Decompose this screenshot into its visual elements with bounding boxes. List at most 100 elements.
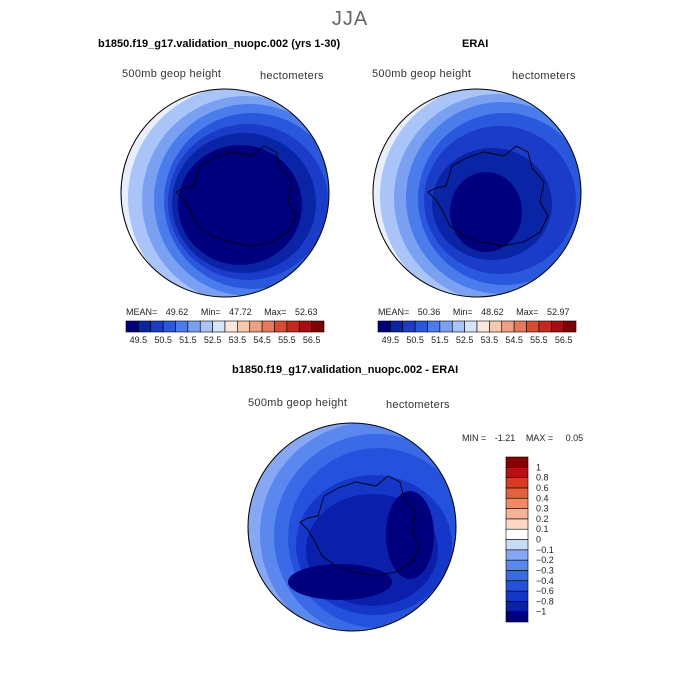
min-label: MIN = bbox=[462, 433, 487, 443]
colorbar-swatch bbox=[212, 320, 226, 333]
colorbar-swatch bbox=[224, 320, 238, 333]
colorbar-swatch bbox=[505, 497, 529, 509]
max-value: 52.97 bbox=[546, 307, 570, 317]
max-label: MAX = bbox=[525, 433, 554, 443]
map-model-border bbox=[120, 88, 330, 298]
colorbar-swatch bbox=[476, 320, 490, 333]
min-label: Min= bbox=[452, 307, 473, 317]
panel-1-title: b1850.f19_g17.validation_nuopc.002 (yrs … bbox=[98, 38, 341, 50]
max-label: Max= bbox=[264, 307, 287, 317]
colorbar-swatch bbox=[505, 528, 529, 540]
map-difference-border bbox=[247, 422, 457, 632]
colorbar-tick-label: 49.5 bbox=[130, 335, 148, 345]
panel-3-stats: MIN = -1.21 MAX = 0.05 bbox=[462, 433, 583, 443]
mean-label: MEAN= bbox=[378, 307, 410, 317]
panel-3-units-label: hectometers bbox=[386, 399, 450, 411]
colorbar-swatch bbox=[402, 320, 416, 333]
colorbar-swatch bbox=[464, 320, 478, 333]
colorbar-swatch bbox=[237, 320, 251, 333]
colorbar-tick-label: 54.5 bbox=[253, 335, 271, 345]
map-difference-polar bbox=[248, 423, 456, 631]
colorbar-swatch bbox=[261, 320, 275, 333]
colorbar-swatch bbox=[526, 320, 540, 333]
colorbar-swatch bbox=[274, 320, 288, 333]
colorbar-tick-label: 1 bbox=[536, 462, 541, 472]
colorbar-tick-label: −0.2 bbox=[536, 555, 554, 565]
panel-1-stats: MEAN= 49.62 Min= 47.72 Max= 52.63 bbox=[126, 307, 317, 317]
colorbar-tick-label: 51.5 bbox=[179, 335, 197, 345]
colorbar-swatch bbox=[505, 549, 529, 561]
colorbar-swatch bbox=[286, 320, 300, 333]
colorbar-tick-label: 0.1 bbox=[536, 524, 549, 534]
colorbar-swatch bbox=[199, 320, 213, 333]
panel-2-variable-label: 500mb geop height bbox=[372, 68, 472, 80]
colorbar-swatch bbox=[150, 320, 164, 333]
colorbar-tick-label: 0.3 bbox=[536, 504, 549, 514]
colorbar-swatch bbox=[311, 320, 325, 333]
colorbar-tick-label: 54.5 bbox=[505, 335, 523, 345]
colorbar-tick-label: 52.5 bbox=[456, 335, 474, 345]
colorbar-swatch bbox=[489, 320, 503, 333]
min-value: 47.72 bbox=[229, 307, 252, 317]
colorbar-swatch bbox=[505, 467, 529, 478]
colorbar-swatch bbox=[505, 559, 529, 571]
colorbar-swatch bbox=[162, 320, 176, 333]
colorbar-swatch bbox=[249, 320, 263, 333]
colorbar-swatch bbox=[505, 580, 529, 592]
colorbar-swatch bbox=[563, 320, 577, 333]
max-value: 0.05 bbox=[565, 433, 584, 443]
max-label: Max= bbox=[516, 307, 539, 317]
colorbar-swatch bbox=[513, 320, 527, 333]
colorbar-swatch bbox=[505, 539, 529, 551]
min-value: -1.21 bbox=[494, 433, 516, 443]
colorbar-swatch bbox=[125, 320, 139, 333]
colorbar-swatch bbox=[505, 487, 529, 499]
colorbar-swatch bbox=[390, 320, 404, 333]
colorbar-swatch bbox=[451, 320, 465, 333]
max-value: 52.63 bbox=[294, 307, 318, 317]
season-title: JJA bbox=[331, 8, 369, 30]
colorbar-tick-label: 50.5 bbox=[406, 335, 424, 345]
colorbar-swatch bbox=[505, 590, 529, 602]
colorbar-swatch bbox=[377, 320, 391, 333]
colorbar-swatch bbox=[501, 320, 515, 333]
colorbar-swatch bbox=[505, 611, 529, 623]
mean-value: 49.62 bbox=[165, 307, 189, 317]
colorbar-swatch bbox=[505, 570, 529, 582]
colorbar-swatch bbox=[187, 320, 201, 333]
colorbar-tick-label: −1 bbox=[536, 607, 546, 617]
panel-2-title: ERAI bbox=[462, 38, 489, 50]
colorbar-swatch bbox=[505, 601, 529, 612]
panel-1-units-label: hectometers bbox=[260, 70, 324, 82]
colorbar-swatch bbox=[505, 477, 529, 489]
colorbar-tick-label: 52.5 bbox=[204, 335, 222, 345]
colorbar-difference: 10.80.60.40.30.20.10−0.1−0.2−0.3−0.4−0.6… bbox=[505, 456, 554, 623]
min-value: 48.62 bbox=[481, 307, 504, 317]
colorbar-erai: 49.5 50.5 51.5 52.5 53.5 54.5 55.5 56.5 bbox=[377, 320, 577, 345]
colorbar-swatch bbox=[175, 320, 189, 333]
colorbar-swatch bbox=[505, 508, 529, 520]
mean-value: 50.36 bbox=[417, 307, 441, 317]
colorbar-tick-label: 0.6 bbox=[536, 483, 549, 493]
colorbar-tick-label: −0.3 bbox=[536, 565, 554, 575]
colorbar-tick-label: −0.6 bbox=[536, 586, 554, 596]
colorbar-tick-label: 56.5 bbox=[555, 335, 573, 345]
colorbar-swatch bbox=[550, 320, 564, 333]
map-erai-polar bbox=[373, 89, 581, 297]
panel-2-units-label: hectometers bbox=[512, 70, 576, 82]
colorbar-tick-label: 0.8 bbox=[536, 473, 549, 483]
colorbar-tick-label: −0.4 bbox=[536, 576, 554, 586]
colorbar-swatch bbox=[414, 320, 428, 333]
colorbar-swatch bbox=[427, 320, 441, 333]
colorbar-tick-label: 55.5 bbox=[278, 335, 296, 345]
panel-1-variable-label: 500mb geop height bbox=[122, 68, 222, 80]
colorbar-tick-label: 55.5 bbox=[530, 335, 548, 345]
mean-label: MEAN= bbox=[126, 307, 158, 317]
colorbar-tick-label: 50.5 bbox=[154, 335, 172, 345]
panel-3-title: b1850.f19_g17.validation_nuopc.002 - ERA… bbox=[232, 364, 459, 376]
map-model-polar bbox=[121, 89, 329, 297]
colorbar-swatch bbox=[505, 518, 529, 530]
colorbar-tick-label: 49.5 bbox=[382, 335, 400, 345]
colorbar-tick-label: 56.5 bbox=[303, 335, 321, 345]
